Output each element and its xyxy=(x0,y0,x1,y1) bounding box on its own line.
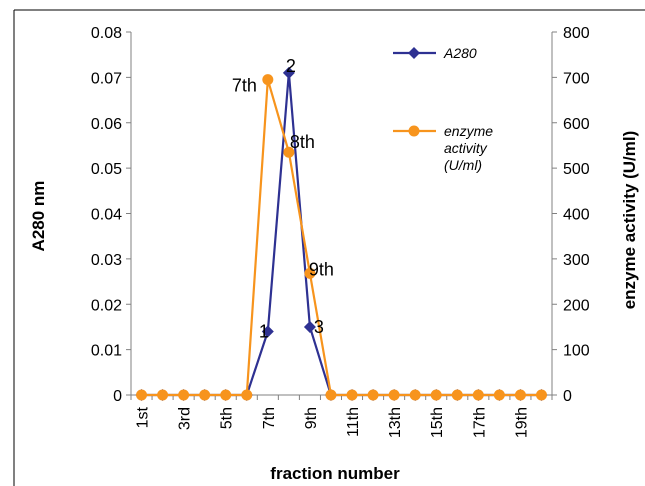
y-left-tick-label: 0.03 xyxy=(91,252,122,269)
data-point-enzyme-activity xyxy=(157,389,169,401)
data-point-enzyme-activity xyxy=(493,389,505,401)
data-point-enzyme-activity xyxy=(304,267,316,279)
data-point-enzyme-activity xyxy=(262,74,274,86)
data-point-enzyme-activity xyxy=(220,389,232,401)
data-point-enzyme-activity xyxy=(367,389,379,401)
x-tick-label: 11th xyxy=(345,407,362,437)
x-tick-label: 5th xyxy=(219,407,236,429)
legend-label-enzyme-line: activity xyxy=(444,140,488,156)
point-annotation: 7th xyxy=(232,76,257,96)
data-point-enzyme-activity xyxy=(472,389,484,401)
data-point-enzyme-activity xyxy=(178,389,190,401)
legend-marker-enzyme xyxy=(408,125,420,137)
data-point-enzyme-activity xyxy=(283,146,295,158)
data-point-enzyme-activity xyxy=(409,389,421,401)
y-axis-right-title: enzyme activity (U/ml) xyxy=(620,131,639,310)
x-tick-label: 13th xyxy=(387,407,404,438)
y-left-tick-label: 0 xyxy=(113,388,122,405)
legend-label-enzyme-line: enzyme xyxy=(444,123,493,139)
y-right-tick-label: 0 xyxy=(563,388,572,405)
y-left-tick-label: 0.07 xyxy=(91,70,122,87)
data-point-a280 xyxy=(261,325,274,338)
legend-marker-a280 xyxy=(408,47,420,59)
data-point-enzyme-activity xyxy=(514,389,526,401)
y-right-tick-label: 200 xyxy=(563,297,590,314)
data-point-enzyme-activity xyxy=(451,389,463,401)
data-point-enzyme-activity xyxy=(430,389,442,401)
y-right-tick-label: 300 xyxy=(563,252,590,269)
data-point-a280 xyxy=(282,66,295,79)
x-axis-title: fraction number xyxy=(270,464,400,483)
data-point-enzyme-activity xyxy=(325,389,337,401)
x-tick-label: 19th xyxy=(513,407,530,438)
data-point-enzyme-activity xyxy=(346,389,358,401)
point-annotation: 1 xyxy=(259,321,269,341)
y-right-tick-label: 800 xyxy=(563,25,590,42)
y-right-tick-label: 500 xyxy=(563,161,590,178)
y-right-tick-label: 600 xyxy=(563,116,590,133)
data-point-enzyme-activity xyxy=(241,389,253,401)
x-tick-label: 9th xyxy=(303,407,320,429)
point-annotation: 2 xyxy=(286,56,296,76)
y-left-tick-label: 0.02 xyxy=(91,297,122,314)
x-tick-label: 17th xyxy=(471,407,488,438)
data-point-enzyme-activity xyxy=(136,389,148,401)
point-annotation: 8th xyxy=(290,132,315,152)
legend-label-a280: A280 xyxy=(443,45,477,61)
annotation-layer: 7th 8th 9th 1 2 3 xyxy=(232,56,334,342)
y-axis-left-title: A280 nm xyxy=(29,181,48,252)
x-tick-label: 3rd xyxy=(177,407,194,430)
series-layer xyxy=(135,66,548,401)
point-annotation: 9th xyxy=(309,259,334,279)
y-right-tick-label: 100 xyxy=(563,343,590,360)
data-point-enzyme-activity xyxy=(199,389,211,401)
data-point-enzyme-activity xyxy=(388,389,400,401)
y-left-tick-label: 0.01 xyxy=(91,343,122,360)
y-left-tick-label: 0.08 xyxy=(91,25,122,42)
y-left-tick-label: 0.05 xyxy=(91,161,122,178)
data-point-enzyme-activity xyxy=(535,389,547,401)
y-left-tick-label: 0.04 xyxy=(91,207,122,224)
x-tick-label: 7th xyxy=(261,407,278,429)
y-right-tick-label: 400 xyxy=(563,207,590,224)
axes: 0 0.01 0.02 0.03 0.04 0.05 0.06 0.07 0.08 0 100 200… xyxy=(91,25,590,438)
data-point-a280 xyxy=(303,320,316,333)
y-right-tick-label: 700 xyxy=(563,70,590,87)
legend-label-enzyme-line: (U/ml) xyxy=(444,157,482,173)
x-tick-label: 15th xyxy=(429,407,446,438)
y-left-tick-label: 0.06 xyxy=(91,116,122,133)
x-tick-label: 1st xyxy=(135,406,152,428)
point-annotation: 3 xyxy=(314,317,324,337)
